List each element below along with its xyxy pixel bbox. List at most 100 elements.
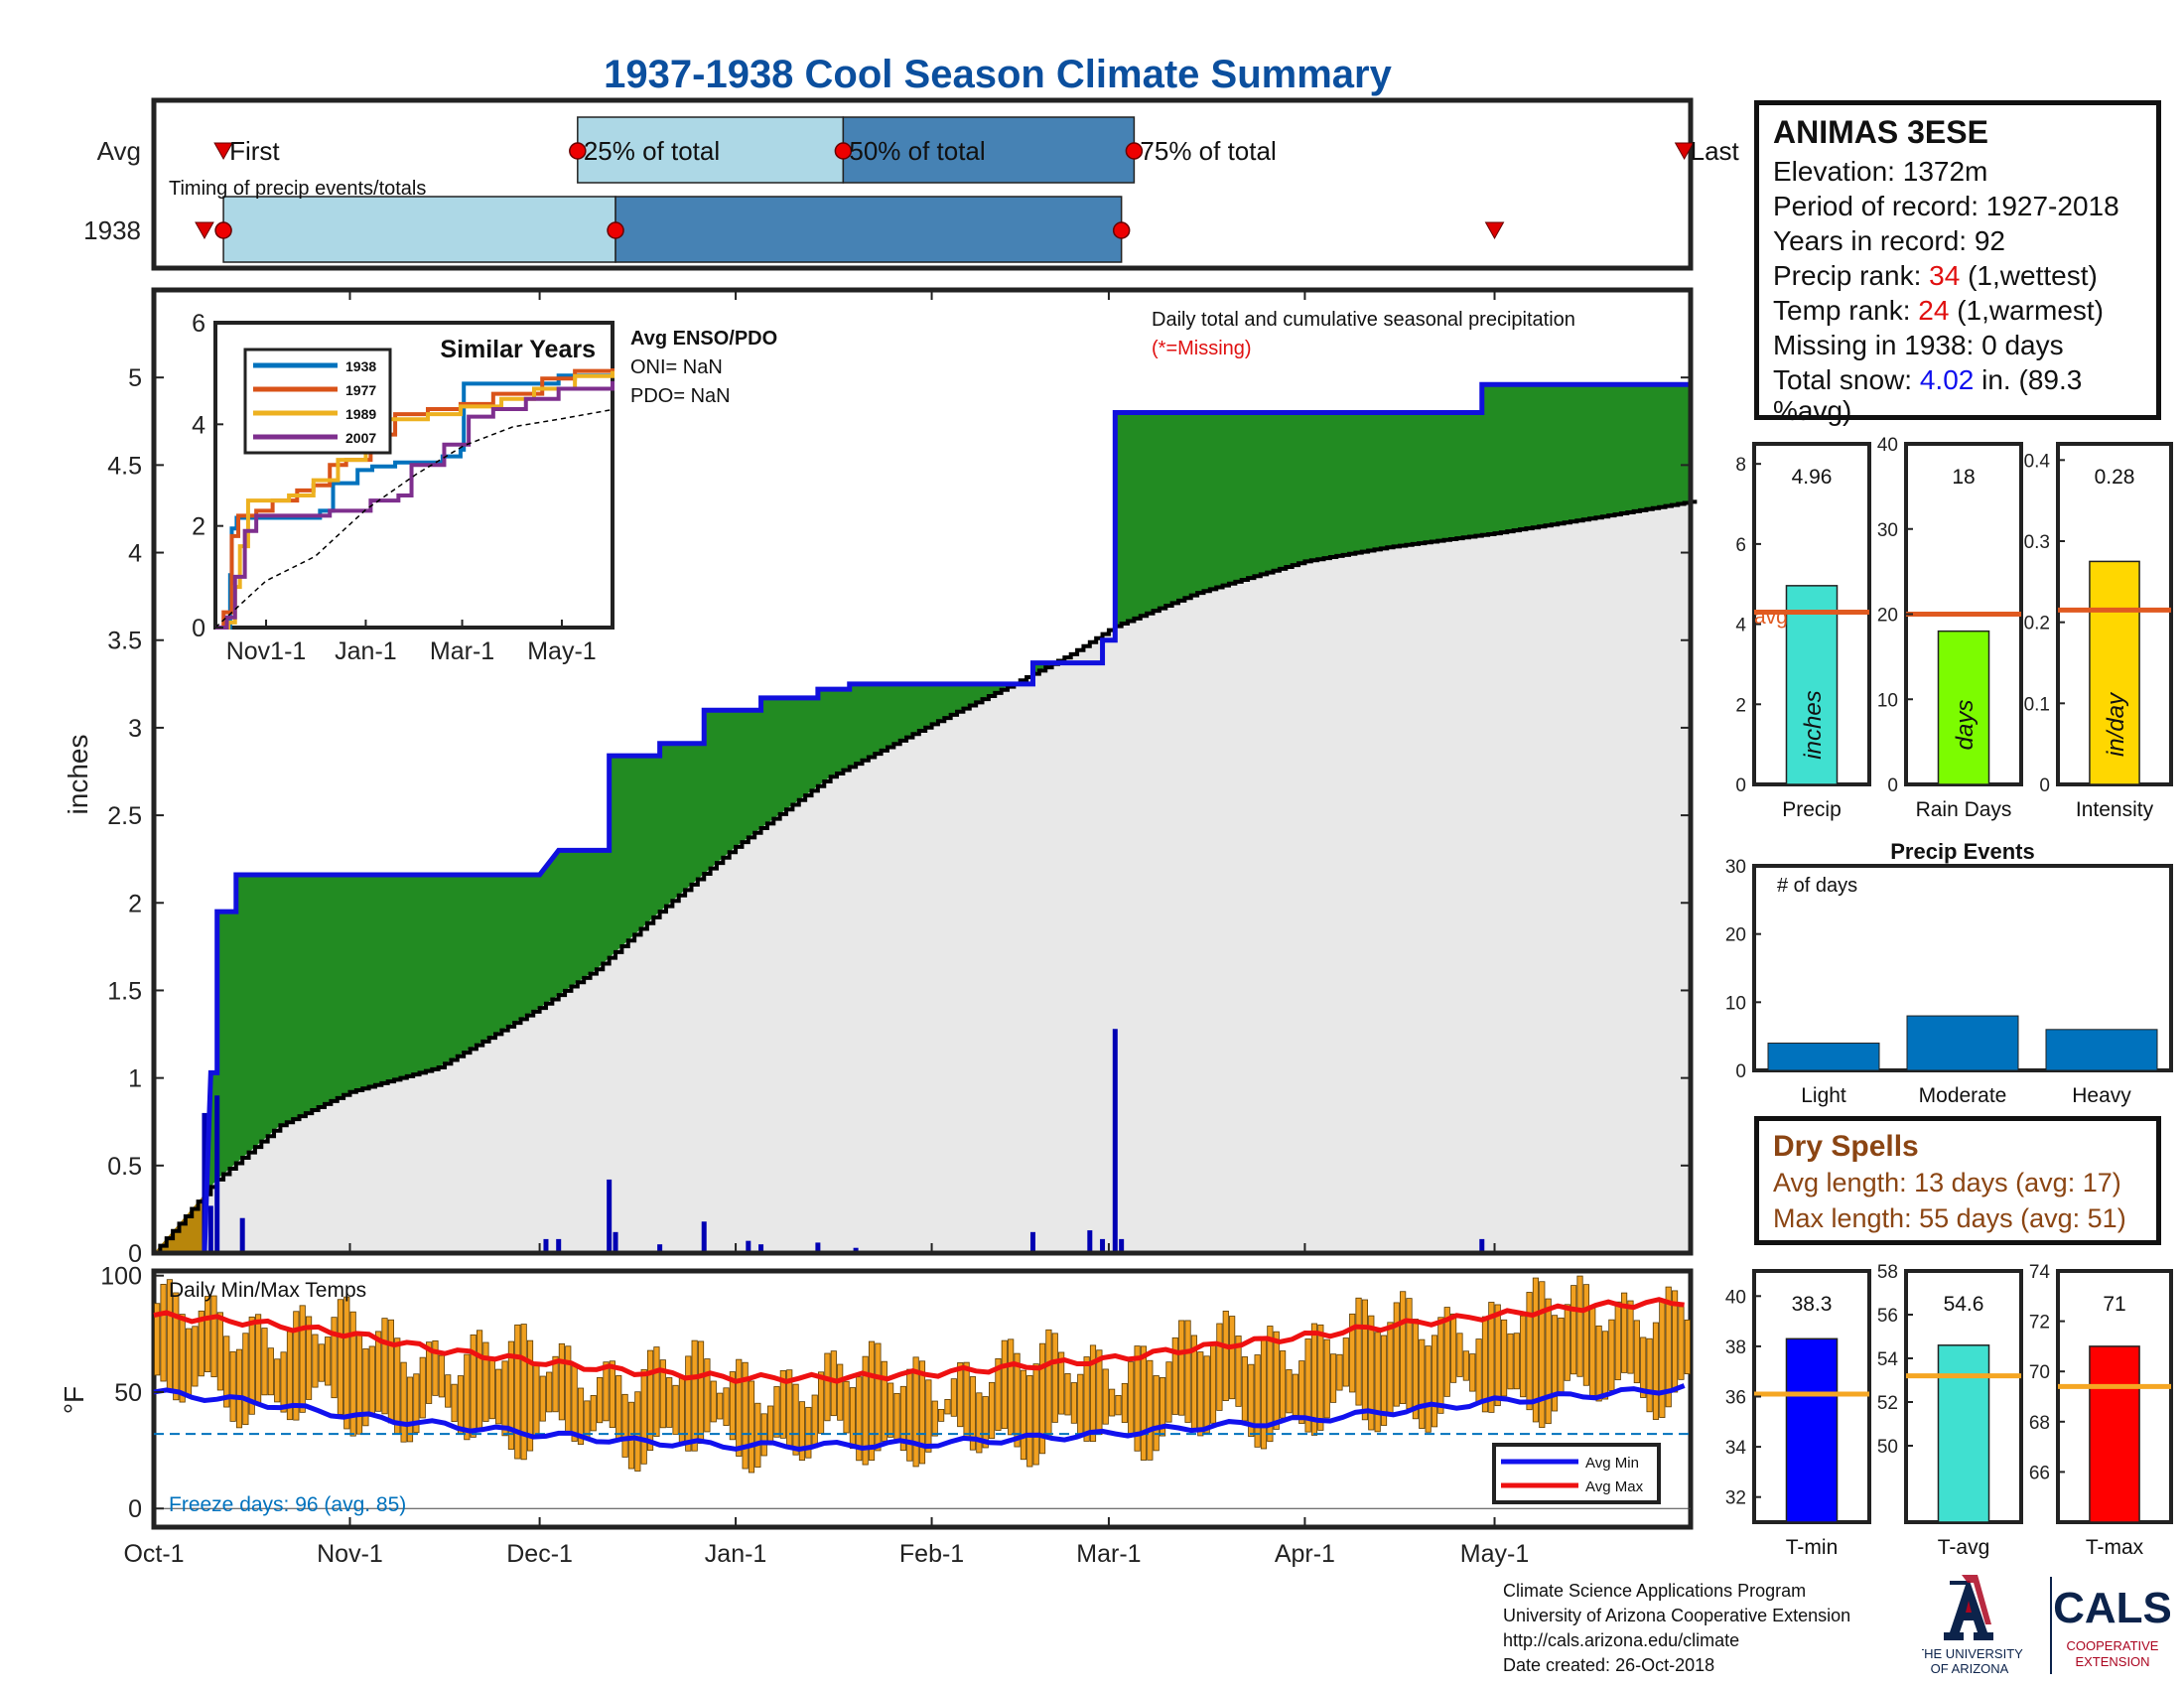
daily-temp-bar <box>621 1393 628 1458</box>
daily-temp-bar <box>1286 1369 1293 1414</box>
daily-temp-bar <box>210 1295 217 1378</box>
event-bar-light <box>1767 1043 1880 1071</box>
temps-y-tick-label: 100 <box>100 1263 142 1291</box>
daily-temp-bar <box>811 1394 818 1449</box>
daily-precip-bar <box>758 1244 764 1253</box>
daily-temp-bar <box>824 1352 831 1422</box>
cumulative-precip-chart: 0 0.5 1 1.5 2 2.5 3 3.5 4 4.5 5 inches Daily total a… <box>63 287 1698 1268</box>
daily-temp-bar <box>1165 1361 1172 1423</box>
legend-label: 1977 <box>345 382 376 398</box>
bar-y-tick-label: 20 <box>1877 606 1898 627</box>
bar-y-tick-label: 34 <box>1725 1438 1747 1459</box>
y-axis-label: inches <box>63 735 93 815</box>
inset-y-tick-label: 6 <box>192 310 205 338</box>
daily-temp-bar <box>1089 1344 1097 1443</box>
daily-temp-bar <box>1342 1337 1349 1387</box>
temps-legend <box>1492 1443 1661 1504</box>
events-y-tick-label: 10 <box>1725 993 1746 1014</box>
daily-temp-bar <box>868 1340 876 1462</box>
daily-temp-bar <box>280 1351 287 1413</box>
daily-temp-bar <box>754 1402 761 1468</box>
daily-temp-bar <box>1273 1331 1280 1430</box>
enso-pdo-block: Avg ENSO/PDO ONI= NaN PDO= NaN <box>630 328 777 407</box>
bar-y-tick-label: 10 <box>1877 690 1898 711</box>
bar-category-label: T-avg <box>1938 1536 1990 1559</box>
daily-temp-bar <box>1260 1336 1268 1450</box>
enso-title: Avg ENSO/PDO <box>630 328 777 350</box>
timing-label-25: 25% of total <box>584 136 720 166</box>
daily-temp-bar <box>1235 1336 1242 1407</box>
inset-title: Similar Years <box>440 336 596 363</box>
bar-category-label: Intensity <box>2076 798 2154 821</box>
daily-temp-bar <box>1520 1315 1527 1398</box>
temp-rank: 24 <box>1918 295 1950 326</box>
daily-temp-bar <box>312 1334 319 1388</box>
summary-bar <box>1937 1344 1990 1523</box>
daily-temp-bar <box>1500 1319 1508 1397</box>
daily-temp-bar <box>1153 1375 1160 1452</box>
total-snow-line: Total snow: 4.02 in. (89.3 <box>1773 364 2083 395</box>
daily-temp-bar <box>1526 1292 1533 1411</box>
daily-temp-bar <box>1627 1300 1634 1374</box>
y-tick-label: 2 <box>128 890 142 917</box>
daily-temp-bar <box>470 1334 477 1438</box>
daily-temp-bar <box>216 1312 223 1391</box>
daily-temp-bar <box>659 1359 666 1429</box>
daily-temp-bar <box>710 1380 717 1423</box>
daily-temp-bar <box>1368 1315 1375 1431</box>
timing-percentile-marker <box>607 221 624 239</box>
daily-temp-bar <box>1147 1359 1154 1461</box>
daily-temp-bar <box>242 1333 249 1426</box>
daily-temp-bar <box>558 1342 565 1421</box>
daily-temp-bar <box>1443 1307 1450 1397</box>
precip-summary-bars: 4.96 0 2 4 6 8 Precip inches avg 18 0 10 20 30 40 Rain … <box>1735 435 2173 821</box>
bar-value-label: 54.6 <box>1944 1293 1984 1316</box>
daily-temp-bar <box>988 1381 996 1440</box>
daily-temp-bar <box>293 1311 300 1421</box>
daily-temp-bar <box>729 1371 736 1441</box>
event-category-label: Moderate <box>1919 1084 2007 1107</box>
legend-label: 2007 <box>345 430 376 446</box>
daily-temp-bar <box>779 1369 786 1439</box>
daily-temp-bar <box>1551 1315 1559 1412</box>
daily-temp-bar <box>672 1384 679 1435</box>
x-tick-label: Dec-1 <box>506 1540 573 1568</box>
daily-temp-bar <box>337 1299 344 1415</box>
similar-year-line-avg <box>214 408 614 629</box>
daily-temp-bar <box>482 1341 489 1422</box>
daily-temp-bar <box>318 1343 325 1382</box>
daily-temp-bar <box>1671 1290 1679 1393</box>
avg-cumulative-area <box>154 501 1691 1253</box>
y-tick-label: 1.5 <box>107 977 142 1005</box>
daily-temp-bar <box>1601 1331 1609 1400</box>
bar-y-tick-label: 0 <box>1887 775 1898 796</box>
temps-y-axis-label: °F <box>59 1386 89 1414</box>
daily-temp-bar <box>646 1349 654 1452</box>
daily-temp-bar <box>875 1342 882 1452</box>
bar-y-tick-label: 40 <box>1877 435 1898 456</box>
bar-y-tick-label: 50 <box>1877 1437 1898 1458</box>
timing-label-50: 50% of total <box>849 136 985 166</box>
bar-unit-label: inches <box>1800 690 1827 759</box>
daily-temp-bar <box>1197 1351 1204 1437</box>
daily-temp-bar <box>1241 1356 1248 1422</box>
event-category-label: Heavy <box>2072 1084 2131 1107</box>
daily-temp-bar <box>590 1395 597 1432</box>
daily-temp-bar <box>375 1331 382 1412</box>
total-snow: 4.02 <box>1919 364 1975 395</box>
svg-text:COOPERATIVE: COOPERATIVE <box>2067 1638 2159 1653</box>
x-tick-label: Apr-1 <box>1275 1540 1335 1568</box>
daily-temp-bar <box>742 1361 749 1470</box>
daily-temp-bar <box>1475 1338 1482 1405</box>
similar-year-line-2007 <box>215 380 614 630</box>
daily-temp-bar <box>938 1409 945 1422</box>
precip-surplus-area <box>154 384 1691 1254</box>
summary-bar <box>1785 1337 1839 1523</box>
daily-temp-bar <box>597 1377 604 1424</box>
daily-temp-bar <box>931 1400 938 1437</box>
timing-first-last-marker <box>1674 142 1695 161</box>
daily-temp-bar <box>255 1314 262 1403</box>
bar-y-tick-label: 0.3 <box>2024 532 2050 553</box>
daily-temp-bar <box>1659 1300 1666 1418</box>
daily-precip-bar <box>746 1240 751 1253</box>
